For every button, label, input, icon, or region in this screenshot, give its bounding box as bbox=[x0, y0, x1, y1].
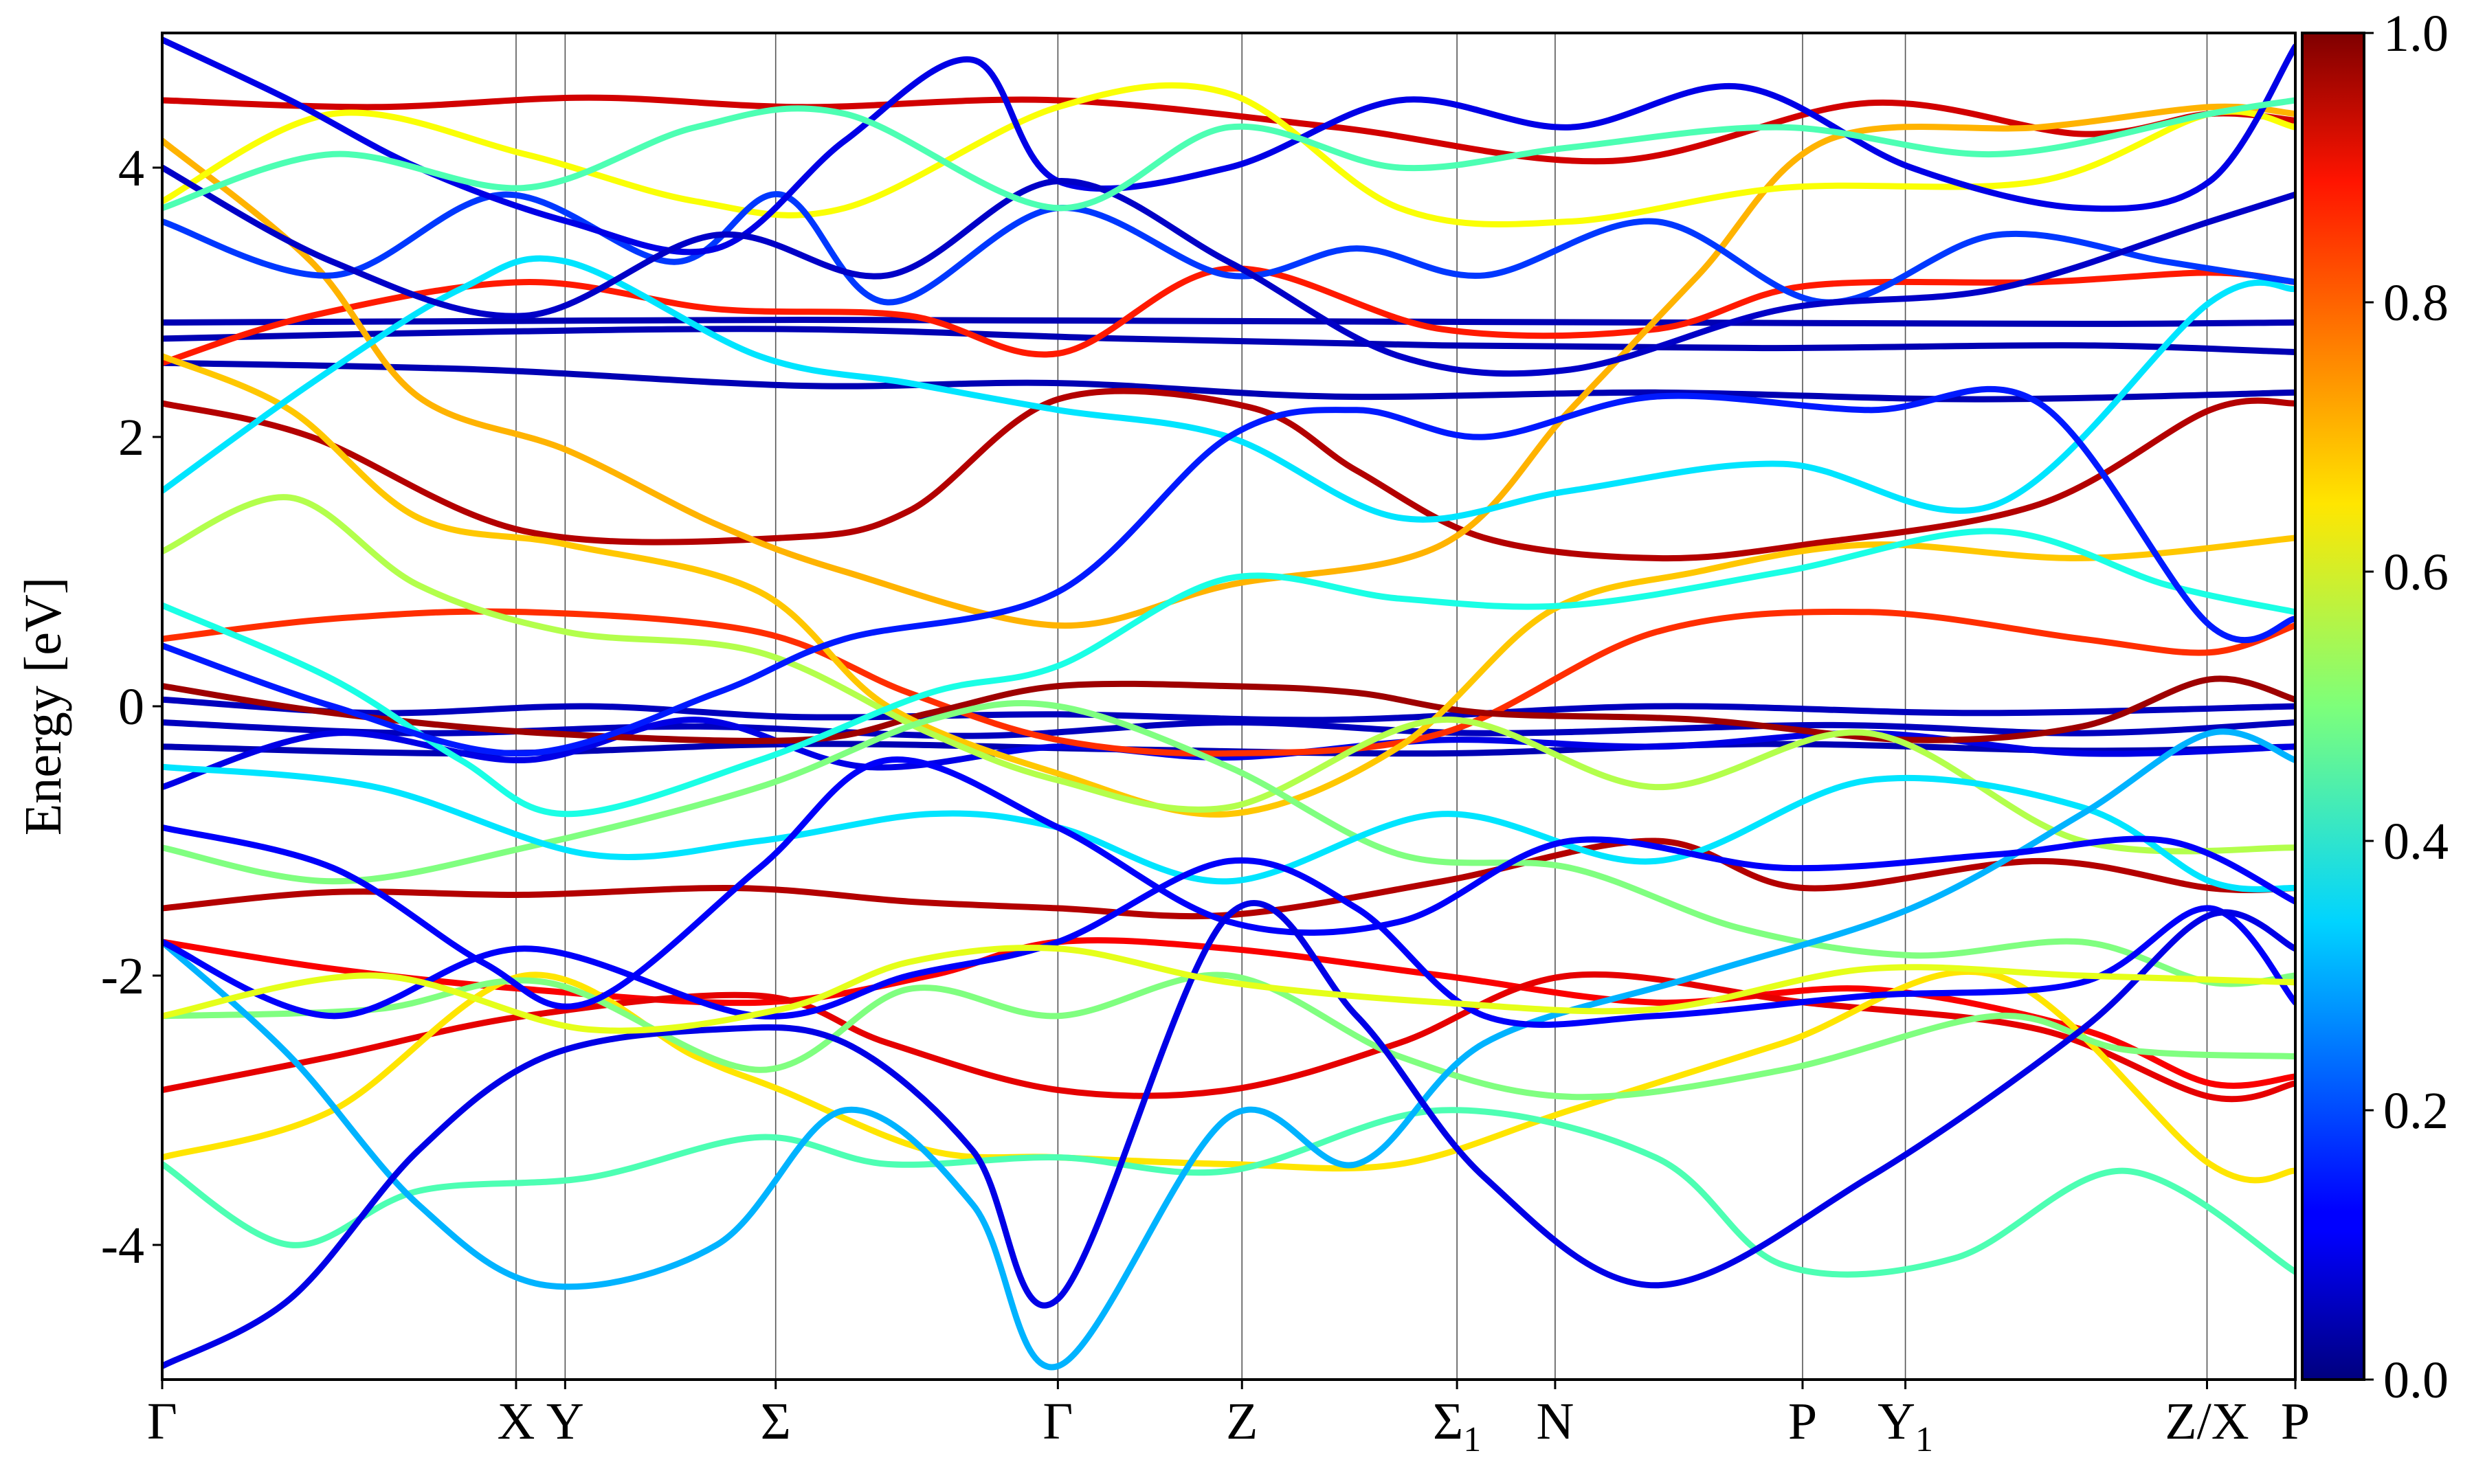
x-axis: Γ X Y Σ Γ Z Σ1 N P Y1 Z/X P bbox=[147, 1380, 2310, 1459]
band-line bbox=[162, 164, 2295, 377]
x-tick-label: Σ bbox=[761, 1393, 791, 1450]
band-line bbox=[162, 528, 2295, 818]
band-line bbox=[162, 763, 2295, 892]
x-tick-label: N bbox=[1536, 1393, 1574, 1450]
band-line bbox=[162, 317, 2295, 327]
x-tick-subscript: 1 bbox=[1915, 1420, 1933, 1459]
k-point-separators bbox=[515, 33, 2208, 1380]
y-axis-label: Energy [eV] bbox=[14, 577, 72, 835]
colorbar-tick-label: 0.6 bbox=[2383, 543, 2449, 601]
band-line bbox=[162, 387, 2295, 562]
band-line bbox=[162, 103, 2295, 629]
colorbar bbox=[2301, 32, 2365, 1381]
band-line bbox=[162, 608, 2295, 757]
band-line bbox=[162, 971, 2295, 1101]
y-tick-label: 0 bbox=[118, 678, 144, 736]
colorbar-tick-label: 0.0 bbox=[2383, 1351, 2449, 1409]
y-axis: 4 2 0 -2 -4 bbox=[101, 139, 162, 1274]
x-tick-label: Γ bbox=[147, 1393, 177, 1450]
band-line bbox=[162, 675, 2295, 744]
band-line bbox=[162, 1107, 2295, 1278]
x-tick-label: Z bbox=[1226, 1393, 1258, 1450]
x-tick-subscript: 1 bbox=[1463, 1420, 1481, 1459]
y-tick-label: 4 bbox=[118, 139, 144, 197]
x-tick-label: Y1 bbox=[1877, 1393, 1933, 1459]
band-line bbox=[162, 82, 2295, 228]
x-tick-label: X bbox=[498, 1393, 535, 1450]
band-line bbox=[162, 36, 2295, 256]
band-line bbox=[162, 945, 2295, 1034]
band-line bbox=[162, 326, 2295, 355]
x-tick-label: Γ bbox=[1043, 1393, 1073, 1450]
band-line bbox=[162, 494, 2295, 855]
x-tick-label: Σ1 bbox=[1433, 1393, 1481, 1459]
band-line bbox=[162, 696, 2295, 723]
colorbar-ticks: 1.0 0.8 0.6 0.4 0.2 0.0 bbox=[2364, 5, 2449, 1409]
y-tick-label: -4 bbox=[101, 1217, 144, 1274]
band-line bbox=[162, 857, 2295, 1028]
colorbar-tick-label: 0.2 bbox=[2383, 1082, 2449, 1140]
band-line bbox=[162, 756, 2295, 1010]
band-line bbox=[162, 385, 2295, 757]
colorbar-tick-label: 0.8 bbox=[2383, 274, 2449, 332]
x-tick-label: Z/X bbox=[2165, 1393, 2249, 1450]
x-tick-label: Y bbox=[546, 1393, 584, 1450]
x-tick-label: P bbox=[2281, 1393, 2310, 1450]
y-tick-label: -2 bbox=[101, 947, 144, 1005]
colorbar-tick-label: 0.4 bbox=[2383, 813, 2449, 870]
band-line bbox=[162, 728, 2295, 1371]
band-line bbox=[162, 359, 2295, 403]
x-tick-label: P bbox=[1788, 1393, 1817, 1450]
band-line bbox=[162, 255, 2295, 523]
plot-frame bbox=[161, 32, 2297, 1381]
band-line bbox=[162, 191, 2295, 306]
band-line bbox=[162, 97, 2295, 212]
band-line bbox=[162, 900, 2295, 1369]
band-line bbox=[162, 265, 2295, 366]
colorbar-tick-label: 1.0 bbox=[2383, 5, 2449, 63]
band-lines bbox=[162, 36, 2295, 1371]
y-tick-label: 2 bbox=[118, 409, 144, 466]
